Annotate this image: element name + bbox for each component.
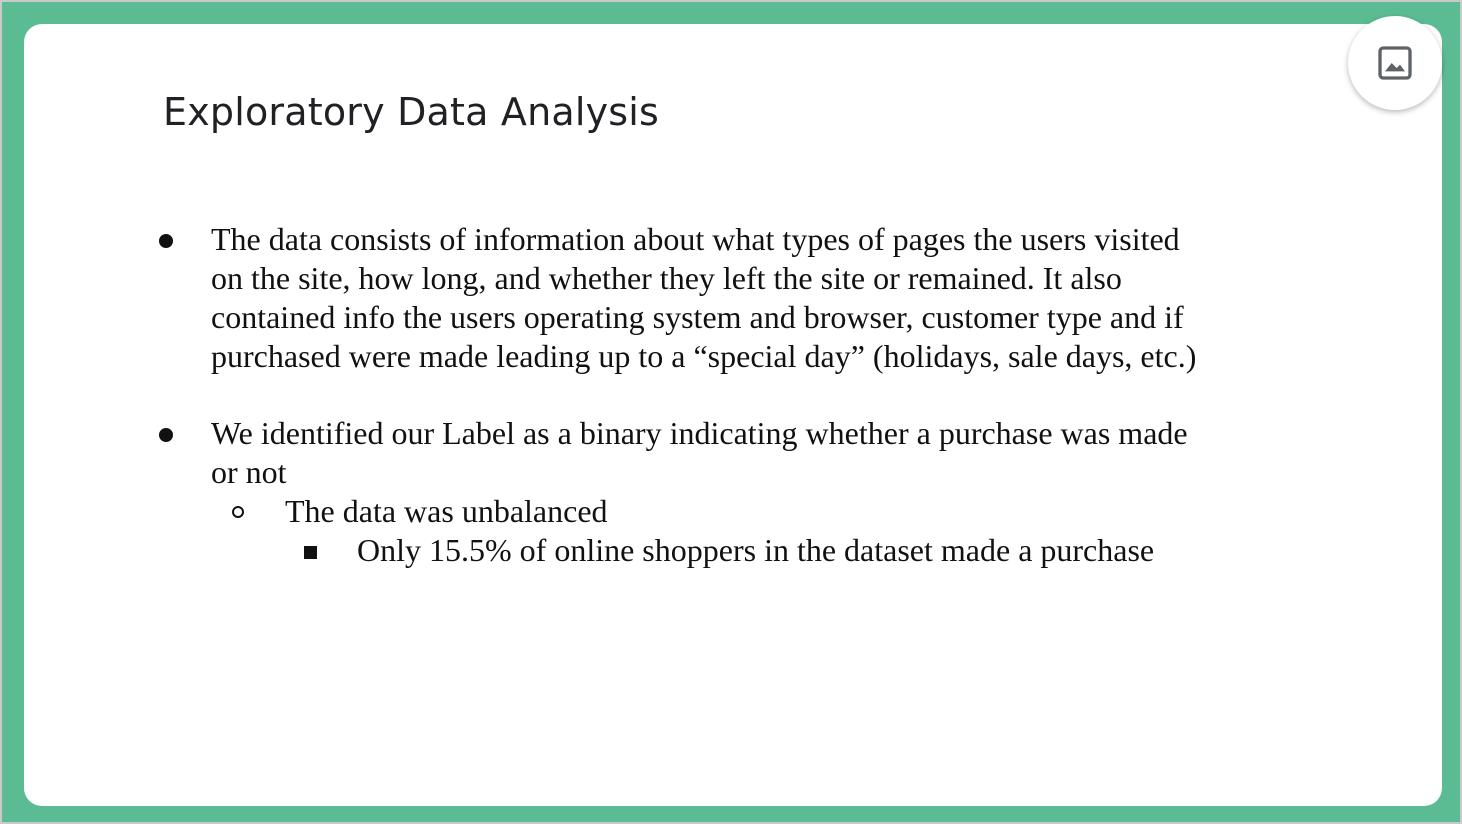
bullet-2-line-2: or not xyxy=(211,454,287,490)
bullet-1-line-1: The data consists of information about w… xyxy=(211,221,1180,257)
sub-bullet-text: The data was unbalanced xyxy=(285,493,608,529)
bullet-1-text: The data consists of information about w… xyxy=(211,220,1331,376)
bullet-circle-icon xyxy=(232,506,244,518)
slide-canvas xyxy=(24,24,1442,806)
bullet-1-line-2: on the site, how long, and whether they … xyxy=(211,260,1122,296)
bullet-2-line-1: We identified our Label as a binary indi… xyxy=(211,415,1188,451)
bullet-1-line-4: purchased were made leading up to a “spe… xyxy=(211,338,1197,374)
bullet-square-icon xyxy=(304,546,317,559)
image-icon xyxy=(1378,46,1412,80)
bullet-disc-icon xyxy=(159,234,173,248)
insert-image-button[interactable] xyxy=(1348,16,1442,110)
bullet-2-text: We identified our Label as a binary indi… xyxy=(211,414,1331,492)
bullet-1-line-3: contained info the users operating syste… xyxy=(211,299,1184,335)
bullet-disc-icon xyxy=(159,428,173,442)
sub-sub-bullet-text: Only 15.5% of online shoppers in the dat… xyxy=(357,532,1155,568)
slide-title: Exploratory Data Analysis xyxy=(163,90,660,134)
